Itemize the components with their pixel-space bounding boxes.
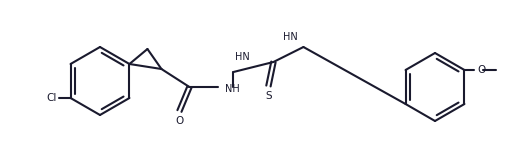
Text: HN: HN [282,32,297,42]
Text: Cl: Cl [46,93,57,103]
Text: S: S [265,91,272,101]
Text: O: O [175,116,184,126]
Text: NH: NH [226,84,240,94]
Text: O: O [477,65,486,75]
Text: HN: HN [235,52,250,62]
